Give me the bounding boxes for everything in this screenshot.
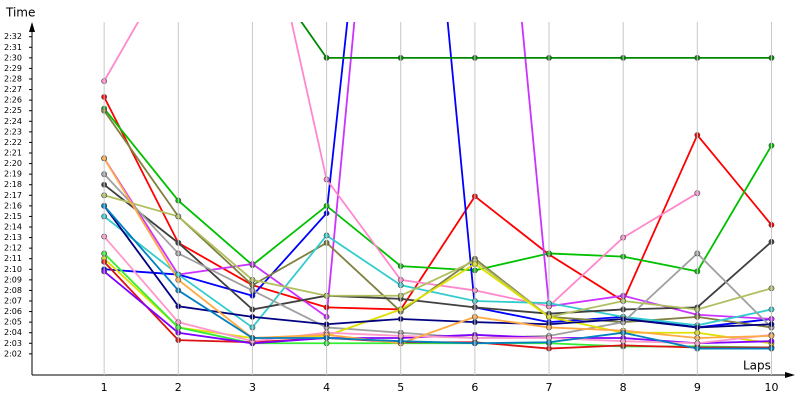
line <box>103 215 772 329</box>
x-tick-label: 4 <box>323 381 330 394</box>
line <box>103 205 772 329</box>
y-tick-label: 2:11 <box>4 254 22 263</box>
y-tick-label: 2:18 <box>4 180 22 189</box>
x-tick-label: 2 <box>175 381 182 394</box>
line <box>103 96 773 311</box>
y-tick-label: 2:04 <box>4 328 22 337</box>
x-tick-label: 10 <box>764 381 778 394</box>
line <box>300 22 772 59</box>
line <box>103 205 772 350</box>
line <box>103 108 773 273</box>
x-tick-label: 7 <box>546 381 553 394</box>
x-axis-label: Laps <box>743 359 771 373</box>
plot-area <box>101 22 775 352</box>
y-tick-label: 2:17 <box>4 191 22 200</box>
y-tick-label: 2:15 <box>4 212 22 221</box>
line <box>103 110 772 329</box>
y-tick-label: 2:03 <box>4 339 22 348</box>
x-tick-label: 8 <box>620 381 627 394</box>
y-tick-label: 2:19 <box>4 170 22 179</box>
y-tick-label: 2:08 <box>4 286 22 295</box>
y-tick-label: 2:09 <box>4 275 22 284</box>
y-tick-label: 2:12 <box>4 244 22 253</box>
y-tick-label: 2:29 <box>4 64 22 73</box>
y-tick-label: 2:26 <box>4 96 22 105</box>
x-tick-label: 9 <box>694 381 701 394</box>
line <box>104 22 772 329</box>
line <box>103 184 773 315</box>
y-tick-label: 2:24 <box>4 117 22 126</box>
x-tick-label: 3 <box>249 381 256 394</box>
line <box>103 157 772 345</box>
x-tick-label: 1 <box>101 381 108 394</box>
y-tick-label: 2:05 <box>4 318 22 327</box>
y-tick-label: 2:21 <box>4 149 22 158</box>
y-tick-label: 2:13 <box>4 233 22 242</box>
y-tick-label: 2:28 <box>4 75 22 84</box>
y-axis-arrow <box>29 22 35 32</box>
y-tick-label: 2:14 <box>4 223 22 232</box>
x-tick-label: 5 <box>397 381 404 394</box>
line <box>103 258 772 345</box>
y-tick-label: 2:30 <box>4 53 22 62</box>
x-axis-arrow <box>785 372 795 378</box>
y-tick-label: 2:22 <box>4 138 22 147</box>
y-tick-label: 2:25 <box>4 106 22 115</box>
line <box>103 173 773 339</box>
y-tick-label: 2:10 <box>4 265 22 274</box>
y-tick-label: 2:20 <box>4 159 22 168</box>
line <box>103 235 772 345</box>
y-tick-label: 2:31 <box>4 43 22 52</box>
y-tick-label: 2:27 <box>4 85 22 94</box>
y-tick-label: 2:06 <box>4 307 22 316</box>
y-tick-label: 2:32 <box>4 32 22 41</box>
y-tick-label: 2:02 <box>4 349 22 358</box>
y-tick-label: 2:16 <box>4 201 22 210</box>
line <box>103 22 772 320</box>
y-tick-label: 2:07 <box>4 297 22 306</box>
y-axis-label: Time <box>5 6 35 20</box>
y-tick-label: 2:23 <box>4 127 22 136</box>
x-tick-label: 6 <box>471 381 478 394</box>
line <box>103 194 772 318</box>
